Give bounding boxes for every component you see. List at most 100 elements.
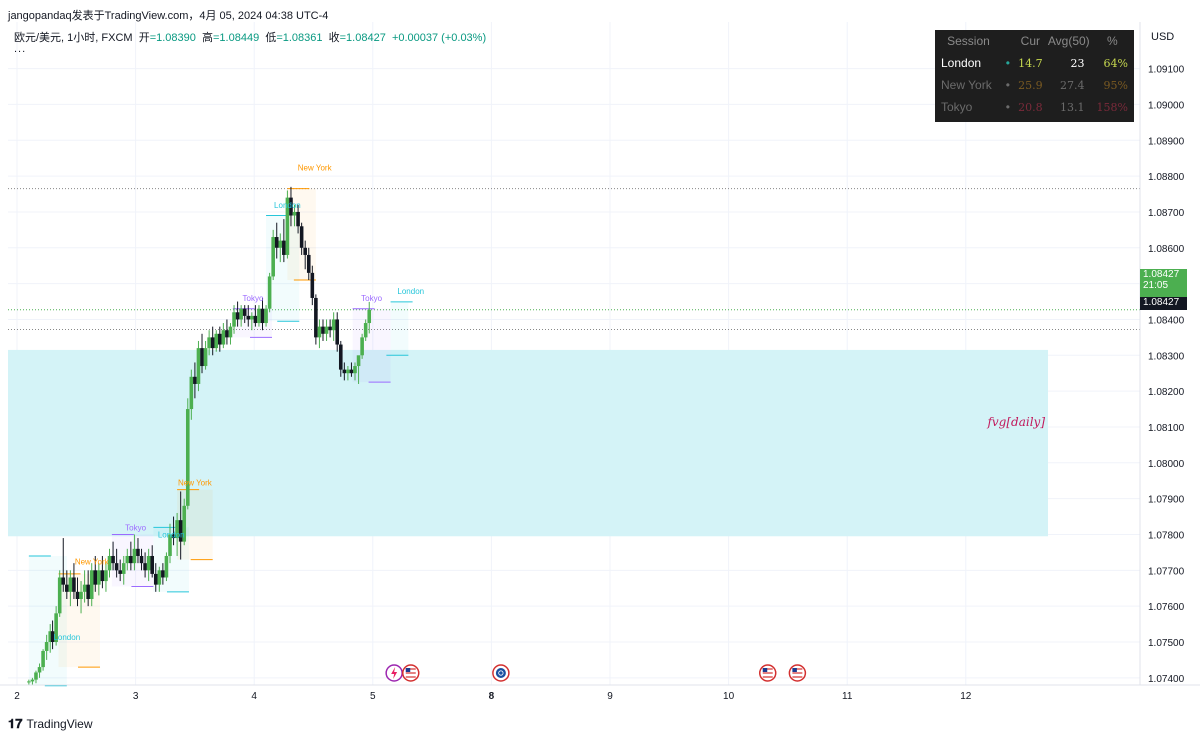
us-flag-event-icon[interactable] (788, 664, 807, 682)
candle-body (310, 272, 315, 298)
candle-body (246, 315, 251, 320)
candle-body (57, 577, 62, 614)
candle-body (157, 570, 162, 585)
event-icons[interactable] (385, 664, 807, 682)
flag-canton (405, 668, 411, 672)
candle-body (72, 577, 76, 592)
candle-body (250, 315, 254, 320)
session-cur: 14.7 (1018, 56, 1043, 70)
session-table-header: Session Cur Avg(50) % (935, 30, 1134, 52)
candle-body (278, 240, 283, 248)
price-tick-label: 1.08600 (1148, 244, 1185, 255)
publisher-caption: jangopandaq发表于TradingView.com，4月 05, 202… (8, 10, 329, 22)
candle-body (37, 667, 42, 673)
candle-body (221, 330, 226, 345)
price-tick-label: 1.08900 (1148, 136, 1185, 147)
session-dot: • (1005, 100, 1010, 114)
time-tick-label: 12 (960, 691, 972, 702)
candle-body (111, 555, 115, 564)
time-tick-label: 2 (14, 691, 20, 702)
candle-body (65, 584, 69, 592)
candle-body (214, 333, 219, 349)
price-tick-label: 1.08100 (1148, 423, 1185, 434)
candle-body (30, 679, 35, 682)
session-label: London (274, 201, 301, 210)
lightning-event-icon[interactable] (385, 664, 403, 682)
candle-body (335, 319, 340, 345)
candle-body (264, 308, 268, 324)
price-tick-label: 1.09000 (1148, 100, 1185, 111)
candle-body (146, 555, 151, 571)
time-tick-label: 9 (607, 691, 613, 702)
candle-body (175, 520, 179, 539)
session-avg: 23 (1070, 56, 1085, 70)
session-name: London (941, 56, 982, 70)
horizontal-levels (8, 188, 1140, 330)
candle-body (125, 555, 130, 564)
time-tick-label: 10 (723, 691, 735, 702)
symbol-legend: 欧元/美元, 1小时, FXCM 开=1.08390 高=1.08449 低=1… (14, 29, 486, 45)
us-flag-event-icon[interactable] (758, 664, 777, 682)
candle-body (356, 355, 361, 367)
candle-body (242, 308, 247, 316)
flag-canton (792, 668, 797, 672)
time-tick-label: 5 (370, 691, 376, 702)
time-axis[interactable]: 23458910111215 (14, 691, 1200, 702)
session-label: Tokyo (125, 523, 146, 532)
low-label: 低 (265, 32, 277, 44)
candle-body (210, 337, 215, 349)
time-tick-label: 3 (133, 691, 139, 702)
bar-countdown: 21:05 (1143, 280, 1169, 291)
session-table: Session Cur Avg(50) % London • 14.7 23 64% Ne… (935, 30, 1134, 122)
session-avg: 27.4 (1060, 78, 1085, 92)
candle-body (34, 672, 38, 680)
candle-body (360, 337, 364, 356)
candle-body (114, 563, 119, 571)
candle-body (367, 309, 372, 324)
candle-body (118, 570, 122, 574)
candle-body (363, 323, 368, 338)
globe-event-icon[interactable] (492, 664, 510, 682)
us-flag-event-icon[interactable] (402, 664, 420, 682)
session-label: London (53, 633, 80, 642)
session-label: London (158, 531, 185, 540)
candle-body (86, 584, 90, 599)
header-avg: Avg(50) (1047, 34, 1090, 48)
candle-body (185, 409, 190, 506)
candle-body (107, 555, 112, 571)
change-value: +0.00037 (+0.03%) (391, 32, 487, 44)
candle-body (100, 570, 105, 582)
candle-body (346, 369, 350, 374)
last-price-marker: 1.08427 21:05 (1140, 269, 1187, 297)
price-tick-label: 1.09100 (1148, 65, 1185, 76)
candle-body (68, 577, 73, 592)
candle-body (342, 369, 347, 374)
more-options[interactable]: ... (14, 43, 27, 55)
bolt-glyph (391, 667, 398, 679)
price-tick-label: 1.07400 (1148, 674, 1185, 685)
price-tick-label: 1.08200 (1148, 387, 1185, 398)
candle-body (171, 534, 176, 539)
open-value: =1.08390 (149, 32, 196, 44)
candle-body (203, 348, 208, 367)
tv-logo-icon: 𝟏𝟕 (8, 716, 23, 731)
candle-body (207, 337, 211, 349)
header-pct: % (1106, 34, 1118, 48)
session-dot: • (1005, 56, 1010, 70)
candle-body (331, 319, 336, 331)
session-label: New York (75, 558, 110, 567)
fvg-label: fvg[daily] (986, 415, 1045, 429)
tradingview-logo[interactable]: 𝟏𝟕 TradingView (8, 716, 93, 732)
price-tick-label: 1.08700 (1148, 208, 1185, 219)
price-tick-label: 1.07500 (1148, 638, 1185, 649)
candle-body (61, 577, 66, 585)
candle-body (235, 312, 240, 320)
candle-body (260, 308, 265, 324)
candle-body (239, 308, 243, 320)
session-label: New York (178, 479, 213, 488)
symbol-info[interactable]: 欧元/美元, 1小时, FXCM (14, 32, 133, 44)
currency-label[interactable]: USD (1151, 31, 1175, 43)
price-axis[interactable]: 1.07400 1.07500 1.07600 1.07700 1.07800 1.079… (1148, 65, 1185, 685)
price-tick-label: 1.07700 (1148, 566, 1185, 577)
price-tick-label: 1.08400 (1148, 315, 1185, 326)
